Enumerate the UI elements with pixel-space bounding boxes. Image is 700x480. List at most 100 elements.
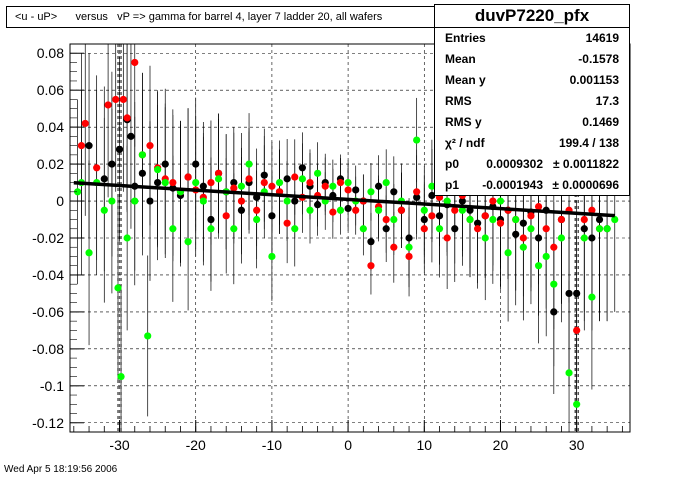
red-data-point [420, 225, 428, 233]
black-data-point [374, 182, 383, 190]
green-data-point [245, 160, 253, 168]
red-data-point [260, 178, 268, 187]
black-data-point [237, 206, 246, 214]
green-data-point [496, 197, 505, 205]
stats-label: Mean [445, 52, 476, 66]
green-data-point [489, 215, 497, 224]
green-data-point [131, 197, 139, 205]
red-data-point [207, 178, 215, 187]
y-tick-label: 0.04 [37, 119, 64, 135]
stats-value: 199.4 / 138 [558, 136, 619, 150]
red-data-point [527, 212, 535, 220]
black-data-point [565, 289, 573, 298]
black-data-point [344, 204, 352, 213]
fit-line-path [73, 180, 615, 218]
red-data-point [542, 225, 550, 233]
black-data-point [100, 175, 108, 183]
green-data-point [184, 238, 192, 246]
x-tick-label: -20 [186, 437, 206, 453]
black-data-point [512, 230, 520, 238]
x-tick-label: 30 [569, 437, 585, 453]
stats-row-rms: RMS 17.3 [435, 91, 629, 112]
red-data-point [534, 202, 543, 211]
black-data-point [428, 191, 436, 200]
green-data-point [382, 178, 390, 187]
y-tick-label: -0.04 [32, 267, 64, 283]
black-data-point [260, 171, 268, 179]
red-data-point [146, 142, 154, 150]
green-data-point [534, 262, 543, 270]
green-data-point [100, 206, 108, 214]
black-data-point [268, 212, 276, 220]
stats-value: 0.0009302 [486, 157, 543, 171]
red-data-point [405, 252, 413, 261]
red-data-point [329, 208, 337, 216]
stats-label: RMS y [445, 115, 482, 129]
green-data-point [117, 372, 125, 381]
timestamp: Wed Apr 5 18:19:56 2006 [4, 464, 118, 475]
x-tick-label: -30 [109, 437, 129, 453]
stats-value: -0.0001943 [482, 178, 543, 192]
red-data-point [237, 197, 246, 205]
stats-row-entries: Entries 14619 [435, 28, 629, 49]
green-data-point [336, 206, 345, 214]
green-data-point [344, 178, 352, 187]
green-data-point [390, 215, 398, 224]
x-tick-label: -10 [262, 437, 282, 453]
green-data-point [169, 225, 177, 233]
red-data-point [344, 186, 352, 194]
green-data-point [329, 182, 337, 190]
red-data-point [580, 215, 588, 224]
green-data-point [603, 225, 611, 233]
green-data-point [519, 243, 527, 251]
red-data-point [443, 234, 451, 242]
black-data-point [519, 219, 527, 227]
green-data-point [144, 332, 152, 340]
red-data-point [119, 95, 127, 104]
green-data-point [466, 215, 474, 224]
red-data-point [321, 182, 329, 190]
stats-label: p1 [445, 178, 460, 192]
red-data-point [397, 206, 406, 214]
x-tick-label: 10 [416, 437, 432, 453]
green-data-point [435, 225, 444, 233]
stats-value: 0.1469 [582, 115, 619, 129]
green-data-point [291, 225, 299, 233]
black-data-point [115, 145, 124, 153]
stats-label: χ² / ndf [445, 136, 485, 150]
red-data-point [489, 197, 497, 205]
axes: -30 -20 -10 0 10 20 30 -0.12 -0.1 -0.08 -0.06 -0.04… [32, 43, 631, 453]
red-data-point [474, 225, 482, 233]
black-data-point [207, 215, 215, 224]
black-data-point [458, 197, 466, 205]
y-tick-label: -0.12 [32, 415, 64, 431]
green-data-point [199, 197, 207, 205]
black-data-point [291, 197, 299, 205]
green-data-point [253, 215, 261, 224]
y-tick-label: -0.02 [32, 230, 64, 246]
green-data-point [595, 225, 604, 233]
red-data-point [557, 215, 566, 224]
green-data-point [306, 206, 314, 214]
green-data-point [138, 151, 146, 159]
green-data-point [85, 249, 93, 257]
y-tick-label: 0.02 [37, 156, 64, 172]
red-data-point [230, 184, 238, 192]
black-data-point [588, 234, 596, 242]
stats-row-p0: p0 0.0009302 ± 0.0011822 [435, 154, 629, 175]
stats-label: p0 [445, 157, 460, 171]
stats-error: ± 0.0011822 [553, 157, 619, 171]
black-data-point [146, 197, 154, 205]
black-data-point [382, 225, 390, 233]
green-data-point [237, 182, 246, 190]
red-data-point [169, 178, 177, 187]
black-data-point [595, 215, 604, 224]
y-tick-label: -0.1 [40, 378, 64, 394]
green-data-point [557, 234, 566, 242]
black-data-point [367, 238, 375, 246]
red-data-point [268, 182, 276, 190]
red-data-point [291, 173, 299, 181]
x-tick-label: 20 [493, 437, 509, 453]
green-data-point [283, 197, 291, 205]
green-data-point [542, 252, 550, 261]
